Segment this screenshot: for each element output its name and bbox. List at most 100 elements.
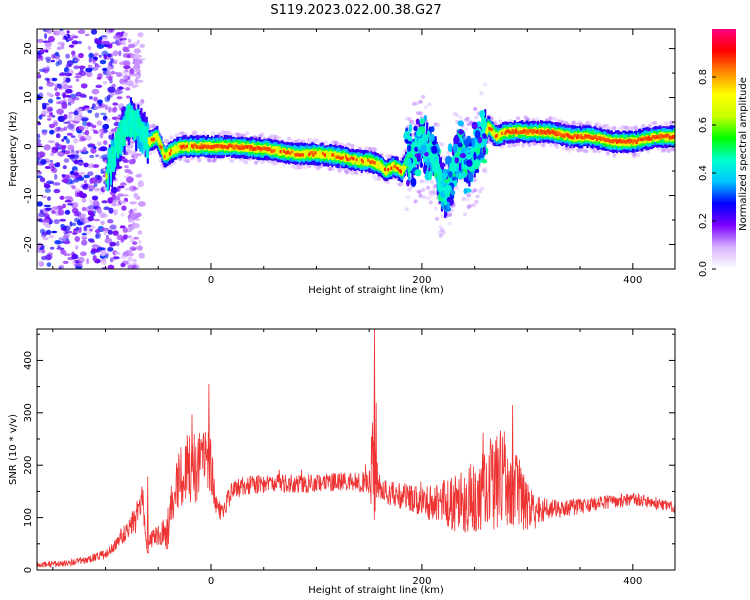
broad-blob: [429, 133, 435, 142]
ridge-cell: [122, 125, 125, 132]
ridge-cell: [121, 121, 124, 128]
noise-blob: [93, 182, 98, 188]
ridge-cell: [551, 129, 554, 133]
halo-blob: [458, 115, 464, 120]
ridge-cell: [445, 192, 448, 204]
ridge-cell: [566, 133, 569, 137]
noise-blob: [93, 146, 97, 150]
noise-blob: [87, 238, 95, 242]
noise-blob: [80, 117, 89, 122]
noise-blob: [137, 79, 144, 83]
ridge-cell: [486, 126, 489, 134]
ridge-cell: [609, 139, 612, 143]
ridge-cell: [196, 145, 199, 149]
ridge-cell: [559, 132, 562, 136]
noise-blob: [73, 110, 79, 116]
noise-blob: [58, 73, 66, 77]
noise-blob: [57, 209, 65, 216]
noise-blob: [87, 171, 94, 176]
ridge-cell: [298, 153, 301, 157]
broad-blob: [474, 168, 480, 174]
noise-blob: [75, 73, 80, 76]
noise-blob: [104, 253, 109, 259]
ridge-cell: [215, 144, 218, 148]
noise-blob: [37, 122, 41, 126]
noise-blob: [138, 239, 142, 245]
noise-blob: [49, 167, 54, 170]
noise-blob: [91, 244, 100, 248]
noise-blob: [126, 54, 131, 59]
ridge-cell: [131, 113, 135, 119]
halo-blob: [427, 195, 432, 200]
broad-blob: [471, 137, 476, 148]
noise-blob: [54, 51, 60, 56]
halo-blob: [608, 126, 613, 131]
noise-blob: [53, 219, 60, 225]
noise-blob: [121, 205, 127, 211]
ridge-cell: [111, 147, 115, 158]
ridge-cell: [414, 152, 417, 164]
broad-blob: [407, 158, 412, 168]
ridge-cell: [124, 122, 127, 134]
noise-blob: [93, 96, 98, 102]
halo-blob: [672, 147, 675, 152]
noise-blob: [77, 256, 85, 263]
noise-blob: [71, 55, 77, 58]
broad-blob: [463, 139, 470, 147]
noise-blob: [133, 208, 138, 212]
broad-blob: [473, 151, 477, 161]
halo-blob: [427, 102, 432, 107]
noise-blob: [54, 87, 58, 91]
broad-blob: [467, 171, 474, 182]
noise-blob: [123, 32, 128, 36]
noise-blob: [127, 43, 136, 49]
noise-blob: [53, 188, 61, 194]
noise-blob: [103, 206, 110, 211]
noise-blob: [51, 230, 58, 234]
ridge-cell: [646, 137, 649, 141]
ridge-cell: [144, 143, 147, 149]
ridge-cell: [438, 171, 441, 183]
broad-blob: [434, 156, 439, 161]
noise-blob: [138, 201, 146, 207]
noise-blob: [90, 147, 97, 154]
noise-blob: [132, 187, 137, 190]
noise-blob: [81, 234, 87, 239]
noise-blob: [60, 30, 65, 36]
noise-blob: [77, 112, 83, 117]
noise-blob: [37, 151, 46, 158]
halo-blob: [576, 148, 581, 153]
halo-blob: [472, 107, 478, 111]
halo-blob: [555, 145, 560, 149]
x-axis-label: Height of straight line (km): [308, 285, 444, 296]
noise-blob: [111, 201, 117, 207]
ridge-cell: [129, 124, 132, 136]
noise-blob: [46, 115, 55, 118]
noise-blob: [62, 225, 71, 232]
noise-blob: [87, 45, 92, 51]
noise-blob: [39, 177, 46, 183]
noise-blob: [136, 39, 140, 45]
halo-blob: [350, 143, 355, 148]
noise-blob: [120, 182, 127, 186]
noise-blob: [48, 98, 54, 104]
noise-blob: [42, 237, 49, 240]
noise-blob: [122, 74, 129, 80]
ridge-cell: [200, 143, 203, 147]
broad-blob: [482, 159, 488, 164]
ridge-cell: [511, 128, 514, 133]
noise-blob: [105, 118, 111, 123]
halo-blob: [253, 160, 259, 165]
noise-blob: [137, 32, 144, 38]
ridge-cell: [346, 157, 349, 161]
noise-blob: [98, 54, 102, 58]
ridge-cell: [105, 172, 108, 180]
ridge-cell: [134, 128, 137, 140]
halo-blob: [410, 121, 416, 126]
noise-blob: [138, 180, 144, 185]
noise-blob: [95, 154, 100, 158]
halo-blob: [641, 123, 646, 128]
noise-blob: [44, 41, 52, 48]
halo-blob: [429, 180, 435, 185]
ridge-cell: [659, 136, 662, 140]
